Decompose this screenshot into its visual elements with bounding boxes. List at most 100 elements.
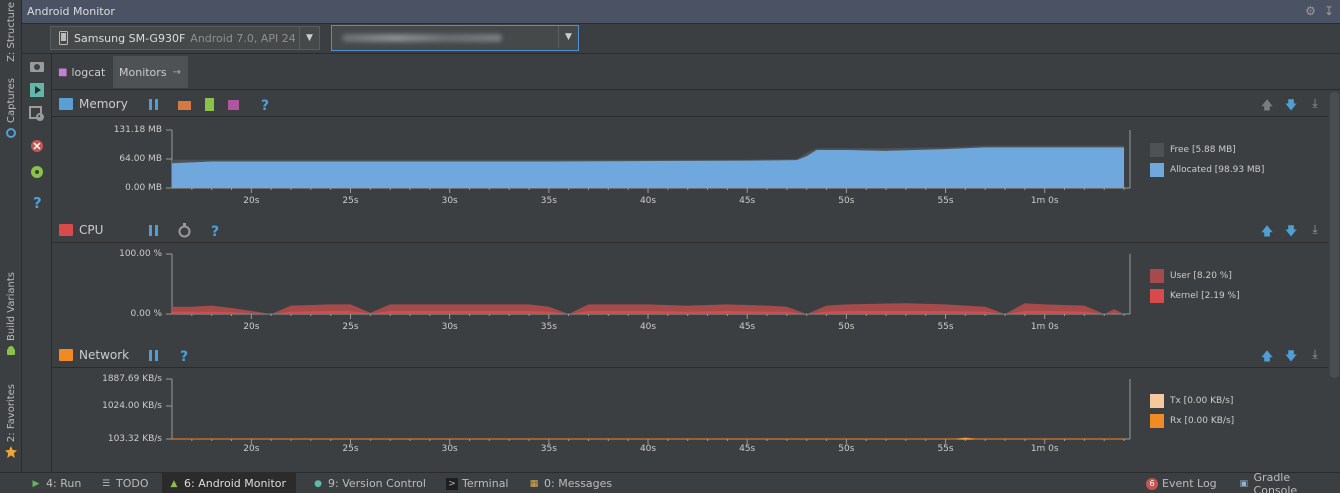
device-api: Android 7.0, API 24 — [190, 31, 296, 45]
tool-window-titlebar: Android Monitor ⚙ ↧ — [22, 0, 1340, 24]
svg-text:?: ? — [180, 349, 188, 363]
move-down-icon[interactable]: 🡇 — [1284, 98, 1298, 112]
monitor-tabs: ■ logcat Monitors → — [52, 54, 1340, 90]
memory-legend-allocated: Allocated [98.93 MB] — [1150, 163, 1264, 177]
svg-text:?: ? — [211, 224, 219, 238]
pause-icon[interactable] — [146, 97, 161, 112]
minimize-icon[interactable]: ⤓ — [1312, 347, 1318, 361]
android-monitor-tab[interactable]: ▲ 6: Android Monitor — [162, 473, 296, 493]
pin-icon[interactable]: → — [172, 66, 181, 78]
build-variants-tab-label: Build Variants — [5, 272, 17, 341]
tab-monitors-label: Monitors — [119, 65, 167, 79]
x-tick-label: 1m 0s — [1031, 196, 1059, 206]
chevron-down-icon[interactable]: ▼ — [558, 26, 578, 48]
memory-legend-free: Free [5.88 MB] — [1150, 143, 1236, 157]
help-icon[interactable]: ? — [29, 194, 45, 210]
x-tick-label: 1m 0s — [1031, 322, 1059, 332]
screenshot-camera-icon[interactable] — [29, 58, 45, 74]
build-variants-tab[interactable]: Build Variants — [2, 272, 20, 357]
settings-gear-icon[interactable]: ⚙ — [1305, 4, 1316, 18]
process-dropdown[interactable]: ▼ — [331, 25, 579, 51]
cpu-title: CPU — [79, 223, 104, 237]
x-tick-label: 40s — [640, 444, 656, 454]
run-tab[interactable]: ▶ 4: Run — [24, 473, 87, 493]
memory-title: Memory — [79, 97, 128, 111]
legend-label: User [8.20 %] — [1170, 271, 1232, 281]
screen-record-icon[interactable] — [29, 82, 45, 98]
pause-icon[interactable] — [146, 223, 161, 238]
phone-icon — [59, 31, 68, 45]
todo-tab[interactable]: ☰ TODO — [94, 473, 155, 493]
hide-window-icon[interactable]: ↧ — [1323, 4, 1334, 18]
allocation-tracking-icon[interactable] — [202, 97, 217, 112]
network-monitor: Network ? 🡅 🡇 ⤓ 1887.69 KB/s 1024.00 KB/… — [52, 343, 1328, 470]
run-tab-label: 4: Run — [46, 477, 82, 490]
device-toolbar: Samsung SM-G930F Android 7.0, API 24 ▼ ▼ — [22, 24, 1340, 54]
event-log-tab[interactable]: 6 Event Log — [1140, 473, 1223, 493]
memory-ytick-2: 0.00 MB — [125, 183, 162, 193]
legend-label: Allocated [98.93 MB] — [1170, 165, 1265, 175]
system-info-icon[interactable] — [29, 106, 45, 122]
help-icon[interactable]: ? — [177, 348, 192, 363]
android-icon: ▲ — [170, 478, 178, 489]
legend-swatch — [1150, 143, 1164, 157]
event-log-count-badge: 6 — [1146, 477, 1158, 490]
x-tick-label: 20s — [243, 444, 259, 454]
move-up-icon[interactable]: 🡅 — [1260, 224, 1274, 238]
gradle-console-icon: ▣ — [1239, 478, 1249, 489]
logcat-icon: ■ — [58, 66, 68, 78]
x-tick-label: 35s — [541, 196, 557, 206]
help-icon[interactable]: ? — [258, 97, 273, 112]
x-tick-label: 20s — [243, 322, 259, 332]
x-tick-label: 50s — [838, 322, 854, 332]
captures-tab[interactable]: Captures — [2, 78, 20, 139]
move-up-icon[interactable]: 🡅 — [1260, 349, 1274, 363]
dump-java-heap-icon[interactable] — [177, 97, 192, 112]
x-tick-label: 25s — [342, 444, 358, 454]
method-tracing-stopwatch-icon[interactable] — [177, 223, 192, 238]
help-icon[interactable]: ? — [208, 223, 223, 238]
move-down-icon[interactable]: 🡇 — [1284, 349, 1298, 363]
legend-label: Rx [0.00 KB/s] — [1170, 416, 1235, 426]
legend-label: Free [5.88 MB] — [1170, 145, 1236, 155]
memory-ytick-0: 131.18 MB — [113, 125, 162, 135]
x-tick-label: 45s — [739, 322, 755, 332]
cpu-legend-kernel: Kernel [2.19 %] — [1150, 289, 1240, 303]
legend-label: Tx [0.00 KB/s] — [1170, 396, 1234, 406]
gradle-console-tab[interactable]: ▣ Gradle Console — [1232, 471, 1340, 493]
tab-logcat[interactable]: ■ logcat — [52, 56, 111, 88]
move-down-icon[interactable]: 🡇 — [1284, 224, 1298, 238]
favorites-tab[interactable]: 2: Favorites — [2, 384, 20, 459]
version-control-tab[interactable]: ● 9: Version Control — [306, 473, 432, 493]
terminate-app-icon[interactable] — [29, 138, 45, 154]
star-icon — [5, 446, 17, 459]
minimize-icon[interactable]: ⤓ — [1312, 96, 1318, 110]
cpu-kernel-area — [172, 311, 1125, 314]
messages-tab[interactable]: ▦ 0: Messages — [522, 473, 618, 493]
structure-tab[interactable]: Z: Structure — [2, 2, 20, 62]
x-tick-label: 55s — [937, 322, 953, 332]
network-ytick-1: 1024.00 KB/s — [102, 401, 162, 411]
terminal-tab[interactable]: > Terminal — [440, 473, 515, 493]
cpu-icon — [59, 224, 73, 236]
vertical-scrollbar[interactable] — [1330, 92, 1339, 378]
tab-monitors[interactable]: Monitors → — [113, 56, 188, 88]
chevron-down-icon[interactable]: ▼ — [299, 27, 319, 49]
gc-trash-icon[interactable] — [226, 97, 241, 112]
network-ytick-0: 1887.69 KB/s — [102, 374, 162, 384]
svg-text:?: ? — [33, 194, 42, 210]
legend-swatch — [1150, 269, 1164, 283]
move-up-icon[interactable]: 🡅 — [1260, 98, 1274, 112]
version-control-icon: ● — [314, 478, 322, 489]
x-tick-label: 25s — [342, 322, 358, 332]
minimize-icon[interactable]: ⤓ — [1312, 222, 1318, 236]
gc-icon[interactable] — [29, 164, 45, 180]
cpu-legend-user: User [8.20 %] — [1150, 269, 1232, 283]
todo-icon: ☰ — [101, 478, 111, 489]
device-dropdown[interactable]: Samsung SM-G930F Android 7.0, API 24 ▼ — [50, 26, 320, 50]
network-ytick-2: 103.32 KB/s — [107, 434, 162, 444]
pause-icon[interactable] — [146, 348, 161, 363]
event-log-tab-label: Event Log — [1162, 477, 1217, 490]
memory-ytick-1: 64.00 MB — [119, 154, 162, 164]
